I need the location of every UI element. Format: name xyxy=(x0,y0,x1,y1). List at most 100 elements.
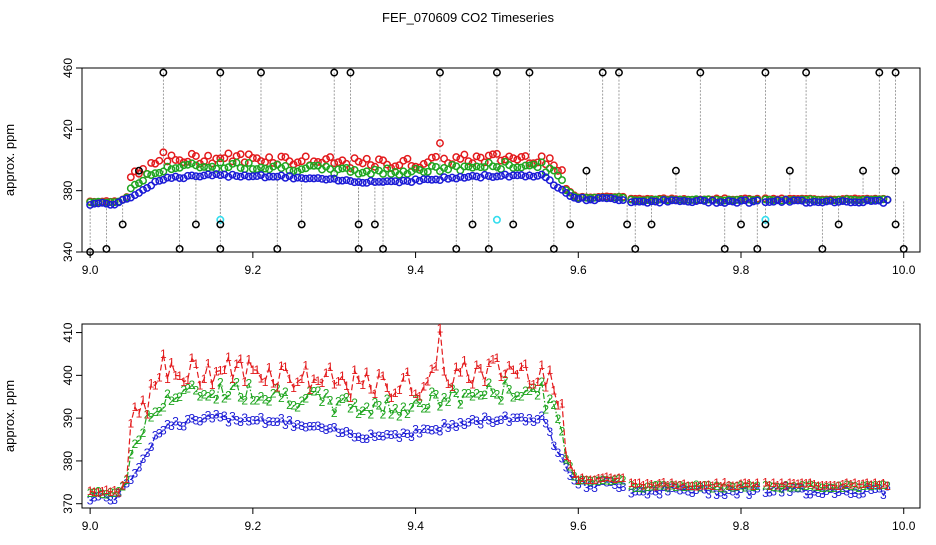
point-top-s3-158 xyxy=(732,198,741,207)
plot-frame-top xyxy=(81,67,921,253)
series-1-marker-157: 1 xyxy=(730,479,737,493)
point-top-s3-70 xyxy=(370,178,379,187)
series-2-marker-163: 2 xyxy=(754,479,761,493)
point-top-s3-48 xyxy=(281,173,290,182)
series-2-marker-40: 2 xyxy=(250,394,257,408)
point-top-s3-90 xyxy=(452,174,461,183)
point-top-s1-61 xyxy=(334,158,343,167)
series-3-marker-176: 3 xyxy=(811,485,818,499)
point-top-s2-110 xyxy=(533,163,542,172)
point-top-s2-158 xyxy=(732,195,741,204)
xtick-label-bottom-0: 9.0 xyxy=(82,519,99,533)
series-1-marker-4: 1 xyxy=(103,483,110,497)
series-2-marker-0: 2 xyxy=(87,486,94,500)
series-2-marker-54: 2 xyxy=(306,384,313,398)
outlier-point-18 xyxy=(379,244,387,253)
series-2-marker-29: 2 xyxy=(205,390,212,404)
series-1-marker-69: 1 xyxy=(367,382,374,396)
point-top-s3-24 xyxy=(183,171,192,180)
series-1-marker-188: 1 xyxy=(860,477,867,491)
series-2-marker-57: 2 xyxy=(319,395,326,409)
series-1-marker-166: 1 xyxy=(770,476,777,490)
series-2-marker-19: 2 xyxy=(164,387,171,401)
point-top-s1-20 xyxy=(167,151,176,160)
point-top-s3-128 xyxy=(606,194,615,203)
ytick-label-bottom-3: 400 xyxy=(61,365,75,385)
series-3-marker-116: 3 xyxy=(559,451,566,465)
series-2-marker-114: 2 xyxy=(551,398,558,412)
series-3-marker-139: 3 xyxy=(656,487,663,501)
series-2-marker-38: 2 xyxy=(241,394,248,408)
series-3-marker-38: 3 xyxy=(241,411,248,425)
series-1-marker-6: 1 xyxy=(111,483,118,497)
point-top-s1-71 xyxy=(375,155,383,164)
series-1-marker-73: 1 xyxy=(384,381,391,395)
point-top-s2-95 xyxy=(472,162,481,171)
series-2-marker-194: 2 xyxy=(884,479,891,493)
point-top-s3-87 xyxy=(440,173,448,182)
point-top-s2-155 xyxy=(720,196,729,205)
series-1-marker-28: 1 xyxy=(201,372,208,386)
point-top-s2-136 xyxy=(643,196,652,204)
point-top-s2-30 xyxy=(208,162,217,171)
point-top-s3-98 xyxy=(484,172,493,181)
series-1-marker-172: 1 xyxy=(795,477,802,491)
point-top-s3-16 xyxy=(151,177,160,186)
outlier-point-45 xyxy=(859,166,867,175)
point-top-s2-17 xyxy=(155,168,164,177)
series-3-marker-171: 3 xyxy=(791,481,798,495)
point-top-s3-161 xyxy=(745,198,754,207)
series-2-marker-45: 2 xyxy=(270,387,277,401)
series-1-marker-163: 1 xyxy=(754,476,761,490)
point-top-s1-21 xyxy=(171,156,180,164)
series-3-marker-180: 3 xyxy=(827,482,834,496)
point-top-s3-25 xyxy=(187,171,196,180)
series-2-marker-185: 2 xyxy=(848,479,855,493)
series-3-marker-73: 3 xyxy=(384,427,391,441)
series-2-marker-131: 2 xyxy=(620,474,627,488)
series-2-marker-20: 2 xyxy=(168,394,175,408)
point-top-s2-14 xyxy=(143,170,152,178)
point-top-s1-29 xyxy=(204,151,213,160)
series-2-marker-86: 2 xyxy=(437,400,444,414)
point-top-s2-106 xyxy=(517,163,526,172)
point-top-s3-127 xyxy=(602,194,611,203)
series-2-marker-71: 2 xyxy=(376,398,383,412)
series-3-marker-182: 3 xyxy=(835,485,842,499)
series-3-marker-18: 3 xyxy=(160,424,167,438)
series-3-marker-119: 3 xyxy=(571,474,578,488)
series-3-marker-188: 3 xyxy=(860,486,867,500)
point-top-s3-99 xyxy=(488,173,497,181)
point-top-s2-27 xyxy=(196,163,204,172)
point-top-s3-169 xyxy=(781,195,790,204)
outlier-point-35 xyxy=(696,68,705,77)
series-1-marker-175: 1 xyxy=(807,476,814,490)
series-1-marker-144: 1 xyxy=(677,479,684,493)
series-3-marker-111: 3 xyxy=(538,409,545,423)
series-1-marker-117: 1 xyxy=(563,449,570,463)
point-top-s3-93 xyxy=(464,172,473,181)
series-1-marker-115: 1 xyxy=(555,399,562,413)
series-2-marker-98: 2 xyxy=(485,376,492,390)
series-1-marker-92: 1 xyxy=(461,353,468,367)
series-1-marker-60: 1 xyxy=(331,377,338,391)
outlier-point-48 xyxy=(891,166,900,175)
series-3-marker-185: 3 xyxy=(848,487,855,501)
series-2-marker-137: 2 xyxy=(648,480,655,494)
axes-bottom: 9.0 9.2 9.4 9.6 9.8 10.0 370 380 390 400 410 xyxy=(61,322,916,533)
series-1-marker-130: 1 xyxy=(616,471,623,485)
series-2-marker-172: 2 xyxy=(795,480,802,494)
point-top-s3-148 xyxy=(692,197,701,206)
panel-bottom: approx. ppm 9.0 9.2 9.4 9.6 9.8 10.0 370 380 390… xyxy=(2,321,921,533)
point-top-s3-72 xyxy=(379,177,387,186)
series-3-marker-27: 3 xyxy=(197,415,204,429)
point-top-s3-101 xyxy=(497,171,505,180)
series-3-marker-189: 3 xyxy=(864,481,871,495)
point-top-s3-62 xyxy=(338,176,347,185)
plot-frame-bottom xyxy=(81,323,921,509)
series-3-marker-115: 3 xyxy=(555,446,562,460)
point-top-s3-166 xyxy=(769,197,778,206)
point-top-s2-100 xyxy=(492,162,501,171)
series-1-marker-192: 1 xyxy=(876,478,883,492)
series-1-marker-143: 1 xyxy=(673,478,680,492)
